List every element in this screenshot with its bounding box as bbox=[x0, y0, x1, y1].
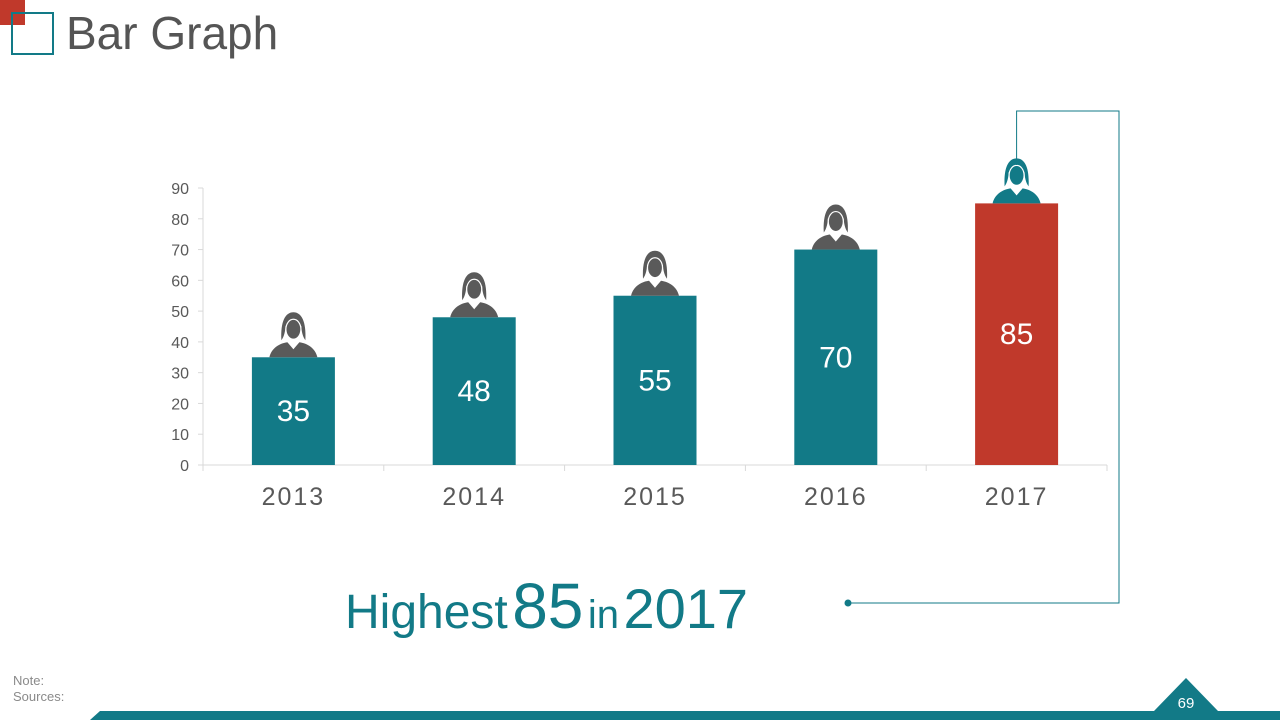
footnote: Note: Sources: bbox=[13, 673, 64, 705]
x-tick-label: 2016 bbox=[804, 483, 868, 511]
y-tick-label: 90 bbox=[171, 181, 189, 198]
callout-word-in: in bbox=[587, 593, 619, 637]
x-tick-label: 2017 bbox=[985, 483, 1049, 511]
data-label: 85 bbox=[1000, 318, 1033, 351]
y-tick-label: 20 bbox=[171, 396, 189, 413]
data-label: 48 bbox=[458, 375, 491, 408]
connector-dot bbox=[844, 599, 852, 607]
bar bbox=[432, 317, 516, 465]
sources-label: Sources: bbox=[13, 689, 65, 704]
square-outline-icon bbox=[11, 12, 54, 55]
x-tick-label: 2014 bbox=[442, 483, 506, 511]
y-tick-label: 40 bbox=[171, 335, 189, 352]
callout-value: 85 bbox=[512, 570, 584, 642]
data-label: 35 bbox=[277, 395, 310, 428]
callout-year: 2017 bbox=[623, 577, 749, 640]
y-tick-label: 60 bbox=[171, 273, 189, 290]
businesswoman-icon bbox=[811, 204, 860, 250]
note-label: Note: bbox=[13, 673, 45, 688]
x-tick-label: 2013 bbox=[262, 483, 326, 511]
businesswoman-icon bbox=[631, 250, 679, 296]
y-tick-label: 80 bbox=[171, 212, 189, 229]
bar bbox=[251, 357, 335, 465]
callout-word-highest: Highest bbox=[345, 586, 508, 639]
page-number: 69 bbox=[1177, 695, 1195, 712]
y-tick-label: 70 bbox=[171, 243, 189, 260]
data-label: 55 bbox=[638, 364, 671, 397]
businesswoman-icon bbox=[269, 312, 318, 358]
y-tick-label: 0 bbox=[180, 458, 189, 475]
page-title: Bar Graph bbox=[66, 7, 279, 59]
y-tick-label: 10 bbox=[171, 427, 189, 444]
x-tick-label: 2015 bbox=[623, 483, 687, 511]
bar bbox=[975, 203, 1059, 465]
y-tick-label: 50 bbox=[171, 304, 189, 321]
businesswoman-icon bbox=[450, 272, 499, 318]
highlight-callout: Highest 85 in 2017 bbox=[345, 574, 748, 638]
data-label: 70 bbox=[819, 341, 852, 374]
y-tick-label: 30 bbox=[171, 366, 189, 383]
bar bbox=[613, 295, 697, 465]
bar bbox=[794, 249, 878, 465]
callout-connector bbox=[848, 110, 1120, 604]
businesswoman-icon bbox=[992, 158, 1041, 204]
